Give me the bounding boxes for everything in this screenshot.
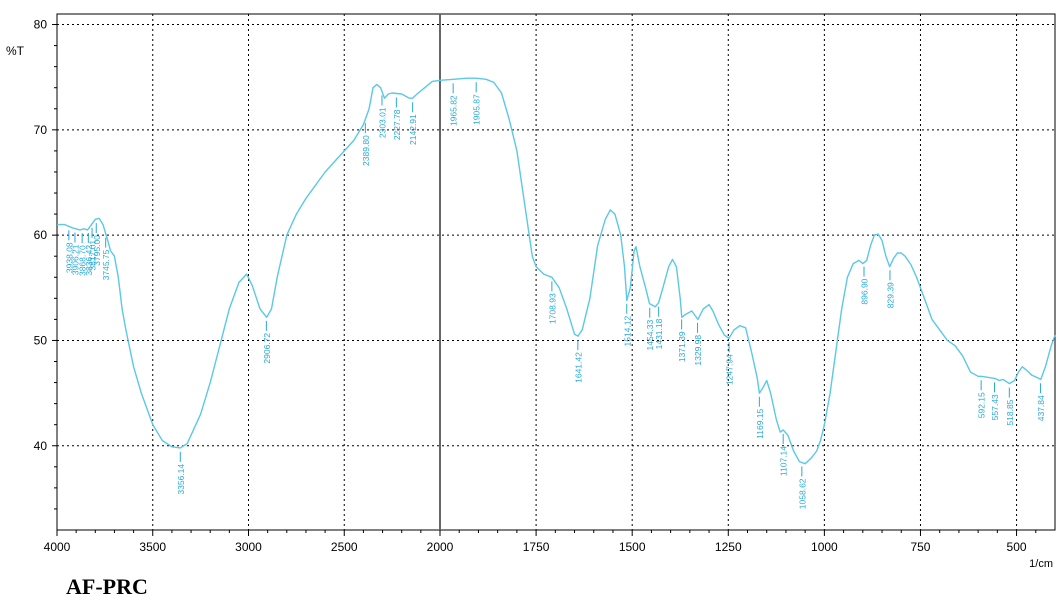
y-axis-label: %T [6, 44, 25, 58]
sample-caption: AF-PRC [66, 574, 148, 599]
peak-label: 1058.62 [797, 478, 807, 509]
peak-label: 2227.78 [392, 109, 402, 140]
y-tick-label: 40 [34, 439, 48, 453]
plot-frame [56, 13, 1056, 531]
peak-label: 592.15 [977, 392, 987, 418]
peak-label: 1454.33 [645, 319, 655, 350]
x-tick-label: 1500 [619, 540, 646, 554]
y-tick-label: 70 [34, 123, 48, 137]
peak-label: 2303.01 [377, 107, 387, 138]
x-tick-label: 1000 [811, 540, 838, 554]
x-tick-label: 3000 [235, 540, 262, 554]
peak-label: 3356.14 [176, 464, 186, 495]
peak-label: 3745.75 [101, 249, 111, 280]
x-tick-label: 1250 [715, 540, 742, 554]
y-tick-label: 60 [34, 228, 48, 242]
peak-label: 3938.08 [64, 242, 74, 273]
peak-label: 3868.70 [78, 245, 88, 276]
x-tick-label: 500 [1007, 540, 1027, 554]
peak-label: 829.39 [885, 282, 895, 308]
peak-label: 3906.21 [70, 244, 80, 275]
peak-label: 1371.39 [677, 331, 687, 362]
peak-label: 1247.94 [725, 354, 735, 385]
peak-label: 437.84 [1036, 395, 1046, 421]
x-unit-label: 1/cm [1029, 558, 1053, 570]
x-tick-label: 4000 [44, 540, 71, 554]
x-tick-label: 3500 [139, 540, 166, 554]
x-tick-label: 1750 [523, 540, 550, 554]
peak-label: 1641.42 [573, 352, 583, 383]
y-tick-label: 50 [34, 333, 48, 347]
peak-label: 518.85 [1005, 399, 1015, 425]
peak-label: 1107.14 [779, 446, 789, 476]
y-tick-label: 80 [34, 18, 48, 32]
peak-label: 1329.98 [693, 335, 703, 366]
peak-label: 3795.00 [92, 235, 102, 266]
peak-label: 3836.42 [84, 245, 94, 276]
spectrum-line [57, 77, 1056, 465]
peak-label: 2142.91 [408, 114, 418, 145]
peak-label: 3817.01 [88, 240, 98, 271]
peak-label: 1514.12 [622, 315, 632, 346]
peak-label: 1169.15 [755, 408, 765, 438]
peak-label: 2906.72 [262, 333, 272, 364]
peak-label: 896.90 [860, 278, 870, 304]
peak-label: 1965.82 [449, 95, 459, 126]
peak-label: 557.43 [990, 394, 1000, 420]
peak-label: 1905.87 [472, 94, 482, 125]
peak-label: 1431.18 [654, 318, 664, 349]
x-tick-label: 2000 [427, 540, 454, 554]
x-tick-label: 750 [910, 540, 930, 554]
peak-label: 1708.93 [547, 293, 557, 324]
x-tick-label: 2500 [331, 540, 358, 554]
peak-label: 2389.80 [361, 135, 371, 166]
